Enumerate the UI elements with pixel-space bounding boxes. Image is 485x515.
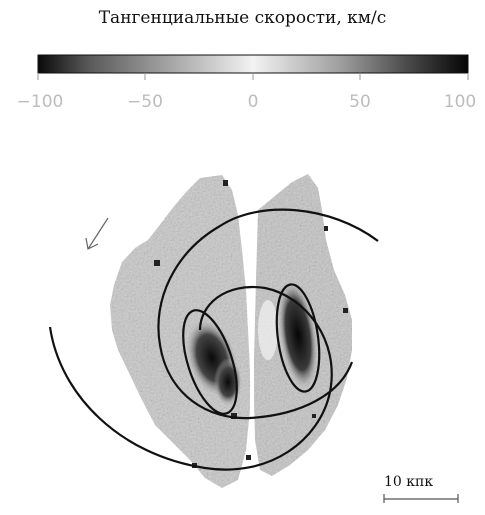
figure-title: Тангенциальные скорости, км/с	[98, 8, 387, 28]
colorbar-tick-label: 0	[247, 92, 259, 112]
spiral-arm-inner	[48, 285, 333, 471]
colorbar	[37, 54, 469, 80]
colorbar-tick-label: 50	[349, 92, 371, 112]
scale-bar	[383, 494, 459, 503]
spiral-arm-outer	[157, 208, 379, 420]
resonance-ellipse-left	[182, 309, 238, 415]
colorbar-tick-label: −100	[16, 92, 64, 112]
light-velocity-blob	[258, 300, 278, 360]
dark-velocity-blob	[214, 358, 242, 406]
resonance-ellipse-right	[275, 283, 321, 393]
scale-bar-label: 10 кпк	[384, 474, 434, 490]
rotation-direction-arrow-icon	[85, 217, 109, 250]
colorbar-tick-label: 100	[443, 92, 477, 112]
dark-velocity-blob	[278, 281, 318, 389]
colorbar-tick-label: −50	[127, 92, 163, 112]
